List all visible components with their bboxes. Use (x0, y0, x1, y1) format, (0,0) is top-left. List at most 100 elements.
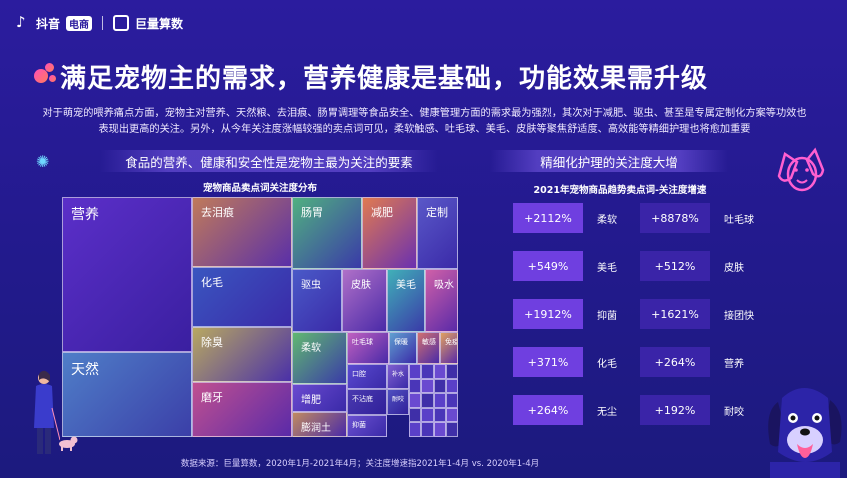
treemap-tile: 皮肤 (342, 269, 387, 332)
juliang-logo-icon (113, 15, 130, 31)
treemap-tile-label: 柔软 (301, 343, 321, 354)
growth-value-right: +512% (640, 251, 710, 281)
treemap-tile-label: 皮肤 (351, 280, 371, 291)
treemap-tile-label: 保暖 (394, 338, 408, 346)
treemap-minor-tile (433, 364, 446, 379)
growth-value-left: +264% (513, 395, 583, 425)
treemap-tile-label: 减肥 (371, 206, 393, 219)
ecom-badge: 电商 (66, 15, 93, 31)
small-dog-icon (59, 436, 78, 451)
treemap-panel-heading: 食品的营养、健康和安全性是宠物主最为关注的要素 (100, 150, 438, 172)
treemap-tile: 柔软 (292, 332, 347, 384)
growth-label-right: 皮肤 (724, 263, 744, 274)
treemap-tile: 抑菌 (347, 415, 387, 437)
treemap-tile: 口腔 (347, 364, 387, 389)
page-title: 满足宠物主的需求，营养健康是基础，功能效果需升级 (60, 64, 709, 94)
treemap-tile-label: 耐咬 (392, 396, 405, 403)
treemap-tile: 美毛 (387, 269, 425, 332)
treemap-tile: 天然 (62, 352, 192, 437)
treemap-tile-label: 敏感 (422, 338, 436, 346)
intro-text: 对于萌宠的喂养痛点方面，宠物主对营养、天然粮、去泪痕、肠胃调理等食品安全、健康管… (22, 106, 827, 138)
growth-label-right: 接团快 (724, 311, 754, 322)
treemap-tile: 保暖 (389, 332, 417, 364)
treemap-tile-label: 口腔 (352, 370, 366, 378)
treemap-tile-label: 抑菌 (352, 421, 366, 429)
growth-value-right: +8878% (640, 203, 710, 233)
treemap-tile-label: 磨牙 (201, 391, 223, 404)
treemap-tile: 减肥 (362, 197, 417, 269)
treemap-minor-tile (421, 393, 434, 408)
growth-label-left: 抑菌 (597, 311, 617, 322)
treemap-tile: 膨润土 (292, 412, 347, 437)
growth-value-right: +1621% (640, 299, 710, 329)
treemap-tile: 补水 (387, 364, 409, 389)
treemap-minor-tile (445, 378, 458, 394)
treemap-tile: 去泪痕 (192, 197, 292, 267)
growth-label-left: 化毛 (597, 359, 617, 370)
douyin-brand-text: 抖音 (36, 16, 61, 31)
growth-label-right: 营养 (724, 359, 744, 370)
treemap-tile-label: 去泪痕 (201, 206, 234, 219)
treemap-tile: 除臭 (192, 327, 292, 382)
treemap-minor-tile (409, 422, 422, 437)
intro-line-1: 对于萌宠的喂养痛点方面，宠物主对营养、天然粮、去泪痕、肠胃调理等食品安全、健康管… (42, 108, 807, 119)
treemap-tile-label: 吸水 (434, 280, 454, 291)
growth-label-left: 美毛 (597, 263, 617, 274)
treemap-tile-label: 天然 (71, 362, 99, 378)
treemap-minor-tile (421, 407, 434, 423)
treemap-tile: 定制 (417, 197, 458, 269)
intro-line-2: 表现出更高的关注。另外，从今年关注度涨幅较强的卖点词可见，柔软触感、吐毛球、美毛… (98, 124, 751, 135)
big-dog-mascot-icon (768, 388, 842, 478)
treemap-tile: 免疫 (440, 332, 458, 364)
treemap-minor-tile (421, 378, 434, 394)
brand-bar: 抖音 电商 巨量算数 (16, 12, 183, 34)
treemap-minor-tile (445, 407, 458, 423)
treemap-tile: 不沾底 (347, 389, 387, 415)
treemap-minor-tile (433, 378, 446, 394)
treemap-tile: 吸水 (425, 269, 458, 332)
treemap-minor-tile (409, 364, 422, 379)
growth-label-left: 无尘 (597, 407, 617, 418)
treemap-tile-label: 化毛 (201, 276, 223, 289)
treemap-tile: 敏感 (417, 332, 440, 364)
treemap-minor-tile (445, 393, 458, 408)
juliang-brand-text: 巨量算数 (135, 16, 184, 31)
treemap-tile-label: 定制 (426, 206, 448, 219)
treemap-minor-tile (433, 393, 446, 408)
growth-chart-title: 2021年宠物商品趋势卖点词-关注度增速 (533, 185, 707, 196)
treemap-tile: 磨牙 (192, 382, 292, 437)
growth-value-left: +371% (513, 347, 583, 377)
treemap-tile-label: 增肥 (301, 395, 321, 406)
treemap-chart: 营养 天然 去泪痕 化毛 除臭 磨牙 肠胃 减肥 定制 驱虫 皮肤 美毛 吸水 柔软 增肥 膨润土 吐毛球 保暖 敏… (62, 197, 458, 437)
treemap-tile-label: 除臭 (201, 336, 223, 349)
growth-label-left: 柔软 (597, 215, 617, 226)
treemap-tile: 增肥 (292, 384, 347, 412)
growth-panel-heading: 精细化护理的关注度大增 (490, 150, 728, 172)
treemap-tile-label: 营养 (71, 207, 99, 223)
growth-value-right: +192% (640, 395, 710, 425)
treemap-tile: 化毛 (192, 267, 292, 327)
treemap-tile: 营养 (62, 197, 192, 352)
title-dots-icon (34, 63, 58, 87)
growth-label-right: 耐咬 (724, 407, 744, 418)
treemap-minor-tile (433, 407, 446, 423)
treemap-tile-label: 不沾底 (352, 395, 373, 403)
treemap-minor-tile (433, 422, 446, 437)
treemap-minor-tile (421, 364, 434, 379)
treemap-tile-label: 免疫 (445, 338, 458, 346)
growth-value-left: +2112% (513, 203, 583, 233)
data-source-note: 数据来源：巨量算数，2020年1月-2021年4月；关注度增速指2021年1-4… (180, 459, 540, 469)
person-walking-dog-illustration-icon (34, 370, 60, 454)
treemap-minor-tile (445, 364, 458, 379)
treemap-minor-tile (409, 407, 422, 423)
treemap-minor-tile (421, 422, 434, 437)
treemap-tile: 驱虫 (292, 269, 342, 332)
treemap-tile-label: 补水 (392, 371, 405, 378)
brand-divider (102, 16, 104, 30)
treemap-tile-label: 驱虫 (301, 280, 321, 291)
treemap-minor-tile (409, 378, 422, 394)
growth-value-left: +1912% (513, 299, 583, 329)
treemap-tile: 耐咬 (387, 389, 409, 415)
treemap-tile-label: 美毛 (396, 280, 416, 291)
growth-label-right: 吐毛球 (724, 215, 754, 226)
